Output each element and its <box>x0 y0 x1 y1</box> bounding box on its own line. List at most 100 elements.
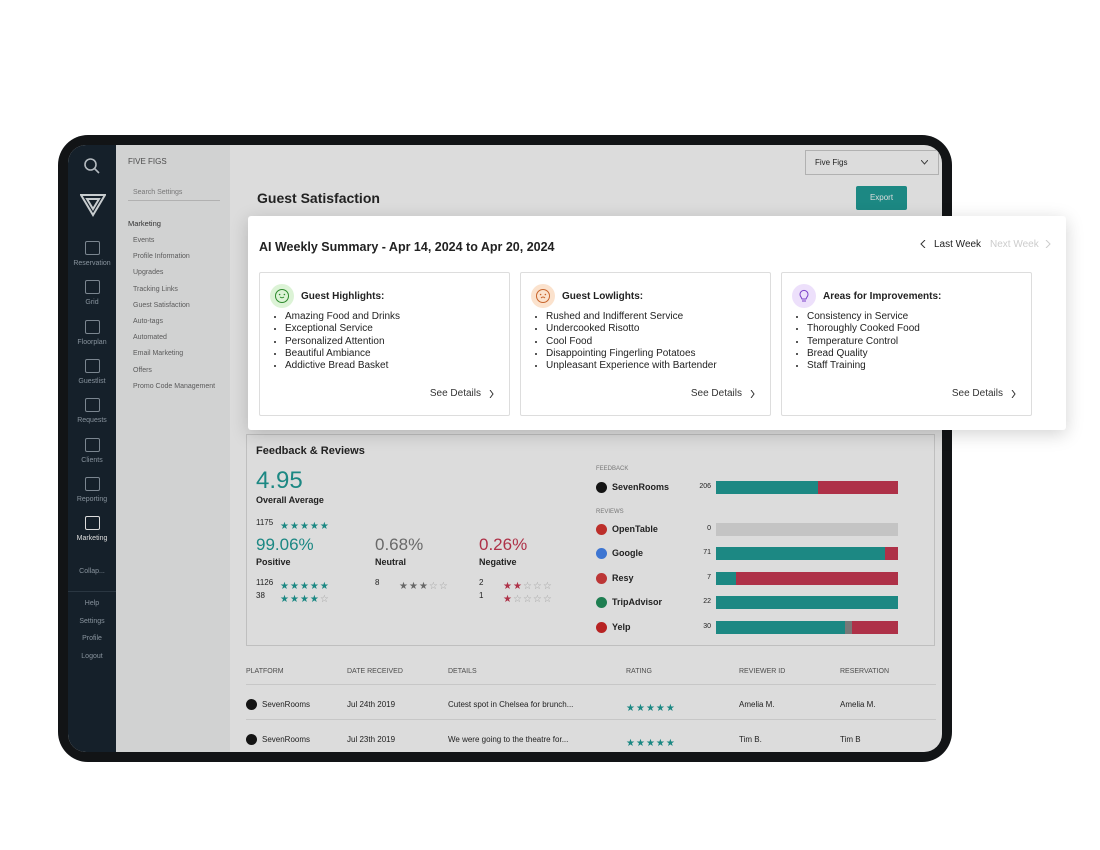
summary-card: Guest Highlights: Amazing Food and Drinks… <box>259 272 510 416</box>
platform-icon <box>596 572 607 584</box>
card-item: Addictive Bread Basket <box>285 360 400 372</box>
menu-item[interactable]: Offers <box>133 366 152 374</box>
nav-label[interactable]: Guestlist <box>78 377 106 385</box>
star-rating: ★☆☆☆☆ <box>503 589 553 607</box>
footer-link[interactable]: Profile <box>82 635 102 642</box>
panel-title: Feedback & Reviews <box>256 445 365 457</box>
star: ★ <box>309 521 320 532</box>
platform-name: Yelp <box>612 621 631 632</box>
nav-icon[interactable] <box>85 437 100 452</box>
row-divider <box>246 719 936 720</box>
star: ★ <box>655 703 666 714</box>
search-box[interactable]: Search Settings <box>128 186 220 201</box>
star: ★ <box>408 581 419 592</box>
bar-segment <box>716 620 846 634</box>
star: ★ <box>635 703 646 714</box>
menu-item[interactable]: Profile Information <box>133 253 190 261</box>
feedback-label: FEEDBACK <box>596 466 629 472</box>
next-chevron[interactable] <box>1045 240 1051 248</box>
card-title: Areas for Improvements: <box>823 291 942 302</box>
next-week[interactable]: Next Week <box>990 239 1039 250</box>
star: ☆ <box>512 594 523 605</box>
nav-icon[interactable] <box>85 319 100 334</box>
star: ★ <box>289 521 300 532</box>
card-icon <box>531 284 555 308</box>
see-details[interactable]: See Details <box>951 388 1003 399</box>
card-item: Personalized Attention <box>285 336 400 348</box>
star: ★ <box>503 581 513 592</box>
group-percent: 0.68% <box>375 535 424 554</box>
cell: Tim B. <box>739 735 762 744</box>
export-button[interactable]: Export <box>856 186 907 210</box>
nav-label[interactable]: Marketing <box>76 535 108 543</box>
footer-link[interactable]: Help <box>84 600 100 607</box>
prev-week[interactable]: Last Week <box>934 239 982 250</box>
nav-label[interactable]: Requests <box>77 417 107 425</box>
star: ★ <box>645 738 656 749</box>
venue-select[interactable]: Five Figs <box>805 150 939 175</box>
nav-icon[interactable] <box>85 358 100 373</box>
nav-icon[interactable] <box>85 516 100 531</box>
nav-icon[interactable] <box>85 476 100 491</box>
row-count: 1126 <box>256 578 274 587</box>
star: ★ <box>319 521 330 532</box>
nav-icon[interactable] <box>85 280 100 295</box>
nav-label[interactable]: Reservation <box>73 260 111 267</box>
star-rating: ★★★★★ <box>626 698 676 716</box>
star: ★ <box>289 594 300 605</box>
star: ★ <box>503 594 513 605</box>
platform-name: Google <box>612 548 643 559</box>
menu-item[interactable]: Guest Satisfaction <box>133 301 190 309</box>
platform-icon <box>596 524 607 535</box>
menu-item[interactable]: Automated <box>133 334 167 342</box>
platform-bar <box>716 523 898 536</box>
menu-item[interactable]: Promo Code Management <box>133 382 216 390</box>
platform-count: 7 <box>707 573 711 581</box>
menu-item[interactable]: Tracking Links <box>133 285 178 293</box>
menu-item[interactable]: Events <box>133 237 155 244</box>
column-header: DETAILS <box>448 668 477 675</box>
menu-item[interactable]: Email Marketing <box>133 350 184 358</box>
total-count: 1175 <box>256 518 274 527</box>
star: ★ <box>512 581 523 592</box>
settings-menu: FIVE FIGS Search Settings Marketing Even… <box>116 145 230 752</box>
star-rating: ★★★☆☆ <box>399 576 449 594</box>
star: ☆ <box>542 594 553 605</box>
section-label[interactable]: Marketing <box>128 219 161 228</box>
card-item: Bread Quality <box>807 348 920 360</box>
nav-label[interactable]: Reporting <box>76 495 108 503</box>
see-details[interactable]: See Details <box>690 388 742 399</box>
nav-label[interactable]: Grid <box>85 299 99 307</box>
page-title: Guest Satisfaction <box>257 190 380 206</box>
footer-link[interactable]: Settings <box>79 617 105 625</box>
collapse[interactable]: Collap... <box>79 568 105 575</box>
prev-chevron[interactable] <box>920 240 926 248</box>
chevron <box>750 390 755 398</box>
platform-icon <box>596 621 607 633</box>
nav-label[interactable]: Floorplan <box>77 338 107 346</box>
nav-label[interactable]: Clients <box>81 456 103 464</box>
platform-bar <box>716 596 898 610</box>
menu-item[interactable]: Auto-tags <box>133 318 163 325</box>
nav-icon[interactable] <box>85 241 100 255</box>
group-label: Neutral <box>375 557 407 567</box>
menu-item[interactable]: Upgrades <box>133 269 164 277</box>
search-icon[interactable] <box>83 157 101 175</box>
nav-icon[interactable] <box>85 398 100 413</box>
star: ★ <box>645 703 656 714</box>
star: ★ <box>655 738 666 749</box>
card-item: Amazing Food and Drinks <box>285 311 400 323</box>
platform-count: 71 <box>703 549 711 557</box>
sidebar: Reservation Grid Floorplan Guestlist Request… <box>68 145 116 752</box>
divider <box>68 591 116 592</box>
cell: Amelia M. <box>739 700 775 709</box>
card-item: Temperature Control <box>807 336 920 348</box>
platform-bar <box>716 481 898 494</box>
card-list: Rushed and Indifferent ServiceUndercooke… <box>535 311 717 372</box>
star: ★ <box>319 581 330 592</box>
average: 4.95 <box>256 467 303 494</box>
star: ★ <box>299 521 310 532</box>
venue-select-text: Five Figs <box>815 158 848 167</box>
footer-link[interactable]: Logout <box>81 652 103 660</box>
see-details[interactable]: See Details <box>429 388 481 399</box>
